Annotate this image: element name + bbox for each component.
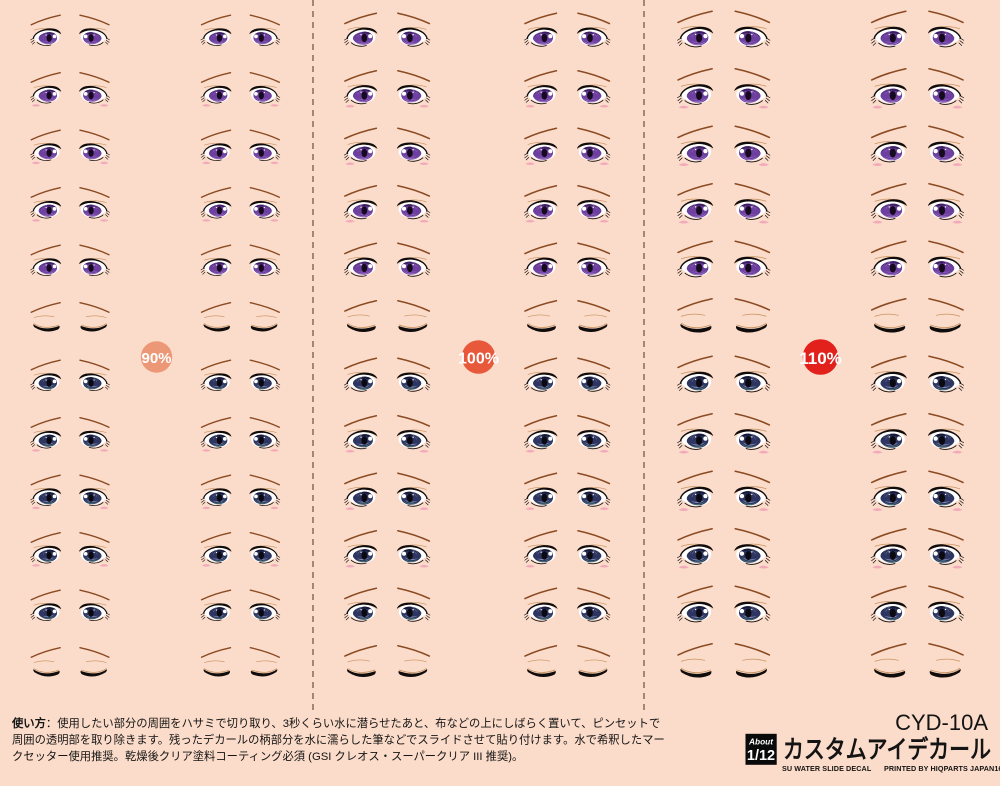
svg-text:About: About: [748, 737, 774, 747]
svg-text:PRINTED BY HIQPARTS JAPAN1605: PRINTED BY HIQPARTS JAPAN1605: [884, 764, 1000, 773]
svg-text:SU WATER SLIDE DECAL: SU WATER SLIDE DECAL: [782, 764, 872, 773]
svg-text:使い方：使用したい部分の周囲をハサミで切り取り、3秒くらい水: 使い方：使用したい部分の周囲をハサミで切り取り、3秒くらい水に潜らせたあと、布な…: [11, 716, 660, 730]
svg-text:カスタムアイデカール: カスタムアイデカール: [783, 735, 991, 764]
svg-text:100%: 100%: [458, 351, 499, 368]
svg-text:90%: 90%: [141, 350, 171, 367]
svg-text:CYD-10A: CYD-10A: [895, 710, 988, 735]
svg-text:1/12: 1/12: [747, 748, 775, 764]
svg-text:周囲の透明部を取り除きます。残ったデカールの柄部分を水に濡ら: 周囲の透明部を取り除きます。残ったデカールの柄部分を水に濡らした筆などでスライド…: [12, 733, 665, 747]
svg-text:110%: 110%: [799, 349, 842, 368]
svg-text:クセッター使用推奨。乾燥後クリア塗料コーティング必須 (GS: クセッター使用推奨。乾燥後クリア塗料コーティング必須 (GSI クレオス・スーパ…: [12, 749, 523, 763]
